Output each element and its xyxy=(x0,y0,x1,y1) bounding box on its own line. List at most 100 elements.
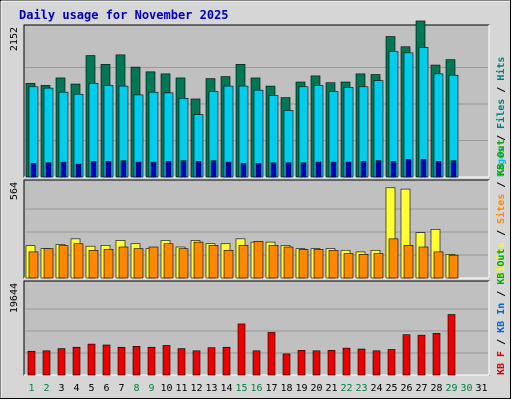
bar-kb-f xyxy=(147,346,156,376)
bar-kb-f xyxy=(267,332,276,376)
day-label: 6 xyxy=(103,383,109,394)
bar-sites xyxy=(298,249,309,279)
bar-pages xyxy=(120,160,127,178)
day-labels: 1 2 3 4 5 6 7 8 9 10 11 12 13 14 15 16 17 18 19 20 21 22 23 24 2… xyxy=(28,383,487,394)
bar-pages xyxy=(30,163,37,178)
bar-sites xyxy=(283,246,294,279)
bar-kb-f xyxy=(132,346,141,376)
day-label: 16 xyxy=(250,383,262,394)
bar-pages xyxy=(420,159,427,178)
bar-kb-f xyxy=(327,350,336,376)
bar-sites xyxy=(193,241,204,279)
bar-kb-f xyxy=(387,349,396,376)
day-label: 12 xyxy=(190,383,202,394)
day-label: 4 xyxy=(73,383,79,394)
legend: Visits / Sites / KB Out xyxy=(495,140,507,278)
bar-sites xyxy=(208,245,219,279)
bar-sites xyxy=(43,248,54,279)
day-label: 15 xyxy=(235,383,247,394)
legend-separator: / xyxy=(496,333,507,351)
bar-pages xyxy=(195,161,202,178)
bar-kb-f xyxy=(342,347,351,376)
bar-pages xyxy=(390,161,397,178)
legend-hits: Hits xyxy=(495,57,507,81)
day-label: 26 xyxy=(400,383,412,394)
max-label: 19644 xyxy=(9,283,20,313)
bar-sites xyxy=(88,249,99,279)
bar-sites xyxy=(28,251,39,279)
bar-sites xyxy=(148,246,159,279)
bar-pages xyxy=(75,163,82,178)
legend-separator: / xyxy=(496,81,507,99)
bar-kb-f xyxy=(312,350,321,376)
day-label: 31 xyxy=(475,383,487,394)
bar-sites xyxy=(268,245,279,279)
bar-kb-f xyxy=(102,344,111,376)
bar-pages xyxy=(315,161,322,178)
day-label: 7 xyxy=(118,383,124,394)
legend-separator: / xyxy=(496,285,507,303)
day-label: 29 xyxy=(445,383,457,394)
bar-kb-f xyxy=(417,334,426,376)
legend-kb-in: KB In xyxy=(496,303,507,333)
bar-sites xyxy=(328,249,339,279)
chart-panel-1: 2152 Pages / Files / Hits xyxy=(9,20,507,178)
day-label: 22 xyxy=(340,383,352,394)
bar-pages xyxy=(375,160,382,178)
bar-pages xyxy=(285,162,292,178)
bar-kb-f xyxy=(402,334,411,376)
bar-kb-f xyxy=(357,348,366,376)
day-label: 5 xyxy=(88,383,94,394)
chart-title: Daily usage for November 2025 xyxy=(19,8,229,22)
day-label: 27 xyxy=(415,383,427,394)
bar-sites xyxy=(433,251,444,279)
day-label: 24 xyxy=(370,383,382,394)
bar-kb-f xyxy=(42,350,51,376)
day-label: 17 xyxy=(265,383,277,394)
bar-pages xyxy=(450,160,457,178)
bar-sites xyxy=(313,249,324,279)
bar-pages xyxy=(45,162,52,178)
day-label: 3 xyxy=(58,383,64,394)
max-label: 564 xyxy=(9,182,20,200)
bar-kb-f xyxy=(297,350,306,376)
day-label: 21 xyxy=(325,383,337,394)
day-label: 23 xyxy=(355,383,367,394)
bar-sites xyxy=(223,249,234,279)
chart-panel-3: 19644 KB F / KB In / KB Out xyxy=(9,249,507,376)
bar-kb-f xyxy=(282,353,291,376)
day-label: 30 xyxy=(460,383,472,394)
day-label: 2 xyxy=(43,383,49,394)
bar-pages xyxy=(405,159,412,178)
bar-sites xyxy=(238,245,249,279)
chart-panel-2: 564 Visits / Sites / KB Out xyxy=(9,140,507,279)
bar-sites xyxy=(133,248,144,279)
bar-sites xyxy=(118,246,129,279)
bar-kb-f xyxy=(177,348,186,376)
day-label: 25 xyxy=(385,383,397,394)
bar-kb-f xyxy=(237,323,246,376)
bar-sites xyxy=(253,240,264,279)
bar-pages xyxy=(255,163,262,178)
bar-pages xyxy=(90,161,97,178)
legend-kb-f: KB F xyxy=(496,351,507,375)
bar-kb-f xyxy=(27,350,36,376)
bar-pages xyxy=(270,162,277,178)
day-label: 13 xyxy=(205,383,217,394)
bar-sites xyxy=(103,249,114,279)
bar-kb-f xyxy=(192,350,201,376)
bar-pages xyxy=(105,161,112,178)
bar-pages xyxy=(330,161,337,178)
bar-sites xyxy=(343,253,354,279)
bar-sites xyxy=(418,246,429,279)
bar-pages xyxy=(165,161,172,178)
bar-kb-f xyxy=(72,346,81,376)
bar-pages xyxy=(60,161,67,178)
bar-kb-f xyxy=(117,346,126,376)
bar-kb-f xyxy=(447,314,456,376)
bar-sites xyxy=(388,238,399,279)
bar-pages xyxy=(360,161,367,178)
bar-sites xyxy=(178,248,189,279)
bar-sites xyxy=(163,243,174,279)
chart-panels: 2152 Pages / Files / Hits 564 Visits / Site… xyxy=(9,20,507,376)
